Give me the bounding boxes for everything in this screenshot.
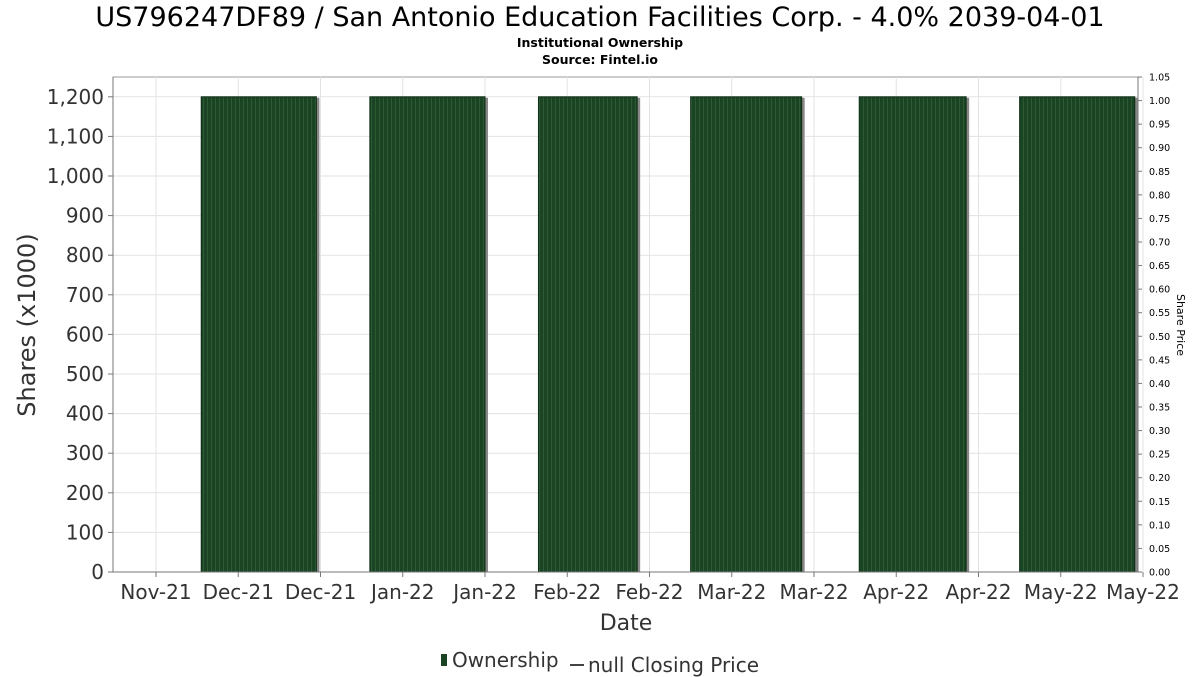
x-tick-label: Jan-22 [369,580,435,604]
y2-tick-label: 0.40 [1149,379,1170,390]
chart-source: Source: Fintel.io [542,52,658,67]
axes-group [108,76,1144,577]
y2-tick-label: 0.55 [1149,308,1170,319]
bar [690,96,803,573]
legend-swatch-ownership [440,654,447,666]
y-tick-label: 400 [66,402,104,426]
y2-tick-label: 0.30 [1149,426,1170,437]
chart-legend: Ownership null Closing Price [0,647,1200,677]
y2-tick-label: 0.15 [1149,497,1170,508]
legend-item-ownership: Ownership [440,648,559,672]
y2-tick-label: 0.05 [1149,544,1170,555]
x-tick-label: May-22 [1024,580,1098,604]
y-tick-label: 1,200 [47,85,104,109]
x-tick-label: May-22 [1106,580,1180,604]
y2-tick-label: 0.60 [1149,285,1170,296]
y-tick-label: 600 [66,322,104,346]
y2-tick-label: 0.50 [1149,332,1170,343]
y-tick-label: 1,100 [47,124,104,148]
y-tick-label: 500 [66,362,104,386]
y-tick-label: 800 [66,243,104,267]
y2-tick-label: 1.00 [1149,96,1170,107]
y2-tick-label: 0.80 [1149,190,1170,201]
y-tick-label: 1,000 [47,164,104,188]
y2-tick-labels: 0.00 0.05 0.10 0.15 0.20 0.25 0.30 0.35 0.40 0.45… [1149,73,1170,579]
y-tick-label: 900 [66,204,104,228]
y-tick-label: 200 [66,481,104,505]
y2-tick-label: 0.00 [1149,568,1170,579]
y2-tick-label: 0.20 [1149,473,1170,484]
y2-tick-label: 0.10 [1149,520,1170,531]
y2-tick-label: 1.05 [1149,73,1170,84]
x-tick-label: Dec-21 [203,580,274,604]
x-tick-label: Feb-22 [533,580,601,604]
legend-label-price: null Closing Price [587,653,760,677]
y2-tick-label: 0.65 [1149,261,1170,272]
bar [369,96,486,573]
legend-item-price: null Closing Price [565,653,759,677]
y2-tick-label: 0.70 [1149,238,1170,249]
y-axis-label: Shares (x1000) [13,233,41,416]
y-tick-label: 0 [91,560,104,584]
x-tick-label: Dec-21 [285,580,356,604]
y2-tick-label: 0.25 [1149,450,1170,461]
chart-subtitle: Institutional Ownership [516,35,684,50]
y-tick-label: 100 [66,520,104,544]
y2-tick-label: 0.95 [1149,120,1170,131]
x-tick-label: Mar-22 [779,580,848,604]
bar [537,96,638,573]
y2-axis-label: Share Price [1174,294,1187,356]
x-axis-label: Date [600,611,653,636]
x-tick-label: Apr-22 [863,580,929,604]
bar-group [200,96,1138,573]
legend-line-price [569,664,584,666]
bar [1019,96,1136,573]
x-tick-labels: Nov-21 Dec-21 Dec-21 Jan-22 Jan-22 Feb-22 Feb-… [120,580,1179,604]
x-tick-label: Nov-21 [120,580,191,604]
y2-tick-label: 0.90 [1149,143,1170,154]
bar [858,96,967,573]
y-tick-label: 700 [66,283,104,307]
x-tick-label: Mar-22 [697,580,766,604]
x-tick-label: Feb-22 [615,580,683,604]
y-tick-labels: 0 100 200 300 400 500 600 700 800 900 1,000 1,100 1,… [47,85,104,584]
y2-tick-label: 0.35 [1149,403,1170,414]
y2-tick-label: 0.85 [1149,167,1170,178]
y2-tick-label: 0.45 [1149,355,1170,366]
x-tick-label: Apr-22 [946,580,1012,604]
chart-title: US796247DF89 / San Antonio Education Fac… [95,2,1105,33]
x-tick-label: Jan-22 [451,580,517,604]
legend-label-ownership: Ownership [451,648,559,672]
y-tick-label: 300 [66,441,104,465]
y2-tick-label: 0.75 [1149,214,1170,225]
bar [200,96,317,573]
